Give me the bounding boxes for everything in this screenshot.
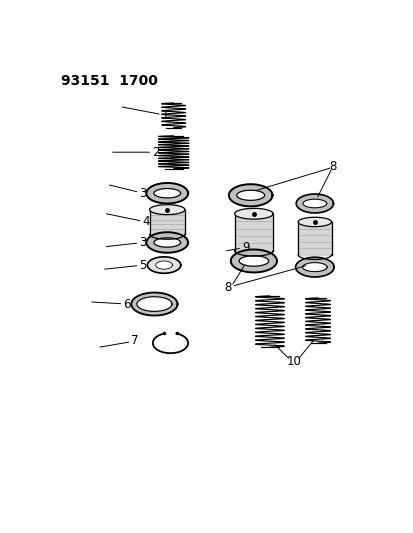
Polygon shape [297,222,331,255]
Polygon shape [146,183,188,204]
Polygon shape [146,232,188,253]
Polygon shape [147,257,180,273]
Text: 93151  1700: 93151 1700 [61,74,158,88]
Polygon shape [297,217,331,227]
Text: 2: 2 [112,146,159,159]
Text: 3: 3 [109,185,147,200]
Polygon shape [228,184,272,206]
Polygon shape [296,194,332,213]
Polygon shape [155,261,172,269]
Text: 4: 4 [106,214,150,229]
Text: 8: 8 [223,281,231,294]
Polygon shape [234,208,273,219]
Text: 8: 8 [328,160,335,173]
Polygon shape [295,257,333,277]
Text: 9: 9 [226,241,249,254]
Text: 1: 1 [122,107,169,122]
Text: 5: 5 [104,259,147,271]
Polygon shape [131,293,177,316]
Text: 6: 6 [92,297,131,311]
Text: 3: 3 [106,236,147,249]
Text: 7: 7 [100,335,139,348]
Polygon shape [149,209,185,235]
Polygon shape [149,205,185,215]
Polygon shape [234,214,273,251]
Text: 10: 10 [286,355,301,368]
Polygon shape [230,249,276,272]
